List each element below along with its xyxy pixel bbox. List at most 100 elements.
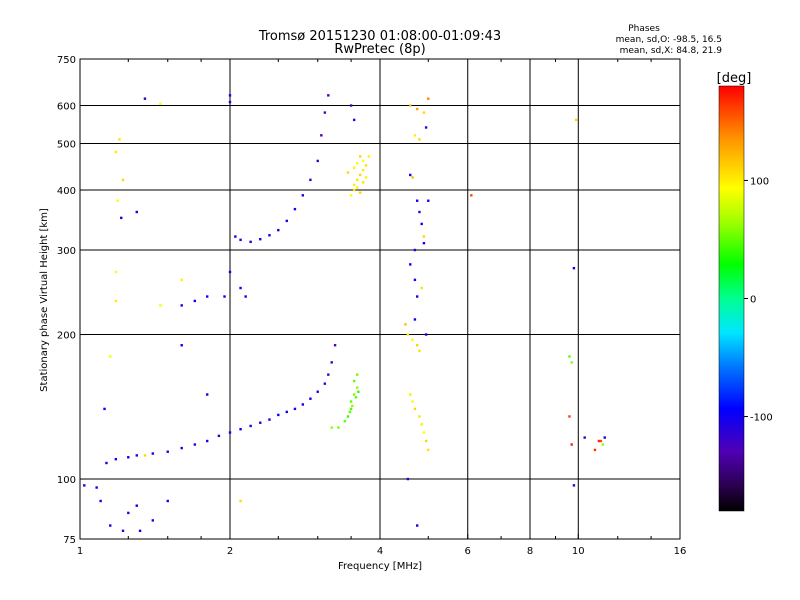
data-point-75 <box>109 524 112 527</box>
data-point-116 <box>411 176 414 179</box>
data-point-19 <box>293 407 297 411</box>
data-point-77 <box>138 529 142 533</box>
data-point-123 <box>413 278 417 282</box>
data-point-98 <box>349 407 353 411</box>
data-point-57 <box>159 102 162 105</box>
data-point-15 <box>259 421 262 424</box>
data-point-48 <box>135 210 138 214</box>
data-point-53 <box>223 295 226 298</box>
data-point-132 <box>418 349 421 352</box>
data-point-52 <box>206 295 209 298</box>
data-point-61 <box>228 100 232 104</box>
y-tick-label-0: 75 <box>63 535 76 546</box>
data-point-63 <box>103 407 106 411</box>
data-point-16 <box>268 418 271 421</box>
legend-line-x: mean, sd,X: 84.8, 21.9 <box>620 46 723 56</box>
axis-ticks: 1 2 4 6 8 10 16 75 100 200 300 400 500 600 750 <box>57 55 686 557</box>
data-point-30 <box>259 237 262 241</box>
data-point-86 <box>349 194 353 197</box>
colorbar-tick-label-0: 100 <box>750 176 769 187</box>
data-point-113 <box>413 134 417 137</box>
chart-title: Tromsø 20151230 01:08:00-01:09:43 <box>258 29 501 44</box>
data-point-9 <box>193 443 197 446</box>
data-point-135 <box>413 407 417 411</box>
data-points <box>83 94 606 533</box>
data-point-71 <box>114 270 118 274</box>
data-point-33 <box>285 219 288 223</box>
data-point-23 <box>323 382 327 385</box>
data-point-134 <box>411 400 414 403</box>
data-point-31 <box>268 234 271 237</box>
data-point-147 <box>568 415 571 418</box>
data-point-151 <box>568 355 571 358</box>
x-tick-label-2: 4 <box>377 546 383 557</box>
legend-title: Phases <box>628 24 660 34</box>
data-point-90 <box>361 181 365 184</box>
data-point-103 <box>352 379 356 383</box>
data-point-68 <box>166 499 169 503</box>
data-point-74 <box>180 278 183 282</box>
data-point-99 <box>346 415 350 418</box>
data-point-148 <box>570 443 573 446</box>
y-tick-label-1: 100 <box>57 475 76 486</box>
data-point-94 <box>346 171 350 174</box>
data-point-87 <box>352 188 356 192</box>
data-point-154 <box>583 436 586 439</box>
data-point-8 <box>180 446 183 450</box>
data-point-110 <box>415 107 419 111</box>
data-point-69 <box>239 499 242 503</box>
data-point-67 <box>151 519 155 522</box>
y-tick-label-2: 200 <box>57 331 76 342</box>
legend-line-o: mean, sd,O: -98.5, 16.5 <box>616 35 722 45</box>
data-point-129 <box>406 333 410 336</box>
data-point-2 <box>105 461 108 465</box>
data-point-62 <box>109 355 112 358</box>
data-point-121 <box>413 248 417 252</box>
data-point-145 <box>424 333 428 336</box>
data-point-130 <box>411 338 414 342</box>
data-point-29 <box>249 240 252 244</box>
data-point-14 <box>249 424 252 428</box>
data-point-50 <box>180 304 183 307</box>
data-point-58 <box>180 344 183 347</box>
data-point-112 <box>427 97 430 100</box>
data-point-59 <box>206 393 209 396</box>
x-tick-label-5: 10 <box>572 546 585 557</box>
data-point-7 <box>166 450 169 453</box>
data-point-6 <box>151 452 155 455</box>
data-point-102 <box>330 426 333 429</box>
data-point-28 <box>239 238 242 242</box>
data-point-32 <box>277 228 280 232</box>
data-point-91 <box>364 176 368 179</box>
data-point-157 <box>599 439 603 443</box>
data-point-20 <box>301 403 305 406</box>
data-point-137 <box>420 423 423 426</box>
chart-subtitle: RwPretec (8p) <box>334 42 425 57</box>
data-point-39 <box>323 111 327 114</box>
data-point-10 <box>206 439 209 443</box>
data-point-125 <box>420 286 423 290</box>
data-point-41 <box>349 104 353 107</box>
data-point-155 <box>593 448 597 452</box>
data-point-131 <box>415 344 419 347</box>
data-point-79 <box>356 178 359 182</box>
data-point-43 <box>114 150 118 154</box>
data-point-140 <box>427 448 430 452</box>
data-point-76 <box>121 529 125 533</box>
data-point-109 <box>409 104 412 107</box>
data-point-82 <box>364 164 368 167</box>
data-point-114 <box>418 138 421 141</box>
data-point-126 <box>422 235 426 238</box>
data-point-49 <box>143 97 147 100</box>
data-point-80 <box>358 173 362 177</box>
data-point-40 <box>327 94 330 97</box>
data-point-55 <box>239 286 242 290</box>
data-point-46 <box>116 199 119 202</box>
y-axis-label: Stationary phase Virtual Height [km] <box>39 208 50 392</box>
data-point-108 <box>357 390 360 393</box>
x-tick-label-0: 1 <box>77 546 83 557</box>
data-point-106 <box>351 404 354 408</box>
data-point-97 <box>356 386 359 389</box>
data-point-111 <box>422 111 426 114</box>
